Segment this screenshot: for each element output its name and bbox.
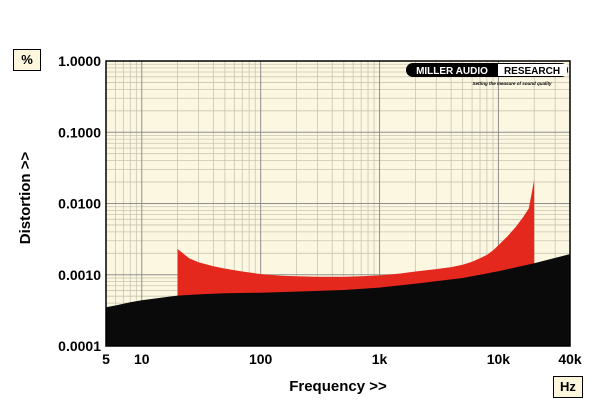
distortion-area-black — [106, 254, 570, 346]
x-tick-label: 100 — [249, 351, 273, 367]
x-axis-label: Frequency >> — [289, 378, 387, 395]
x-unit-badge: Hz — [553, 376, 583, 398]
y-tick-label: 1.0000 — [58, 53, 101, 69]
plot-frame — [105, 60, 571, 347]
y-tick-label: 0.0001 — [58, 338, 101, 354]
miller-audio-research-logo: MILLER AUDIO RESEARCH Setting the measur… — [406, 63, 568, 86]
x-tick-label: 5 — [102, 351, 110, 367]
x-tick-label: 10k — [487, 351, 511, 367]
series-layer — [106, 179, 570, 346]
logo-brand-left: MILLER AUDIO — [416, 66, 488, 77]
x-tick-label: 40k — [558, 351, 582, 367]
logo-tagline: Setting the measure of sound quality — [472, 81, 552, 86]
y-tick-label: 0.0100 — [58, 196, 101, 212]
x-axis-tick-labels: 5 10 100 1k 10k 40k — [102, 351, 582, 367]
x-tick-label: 1k — [372, 351, 388, 367]
y-tick-label: 0.0010 — [58, 267, 101, 283]
y-axis-tick-labels: 1.0000 0.1000 0.0100 0.0010 0.0001 — [58, 53, 101, 354]
logo-brand-right: RESEARCH — [504, 66, 560, 77]
y-tick-label: 0.1000 — [58, 124, 101, 140]
x-tick-label: 10 — [134, 351, 150, 367]
y-unit-badge: % — [13, 49, 41, 71]
y-axis-label: Distortion >> — [17, 152, 34, 245]
